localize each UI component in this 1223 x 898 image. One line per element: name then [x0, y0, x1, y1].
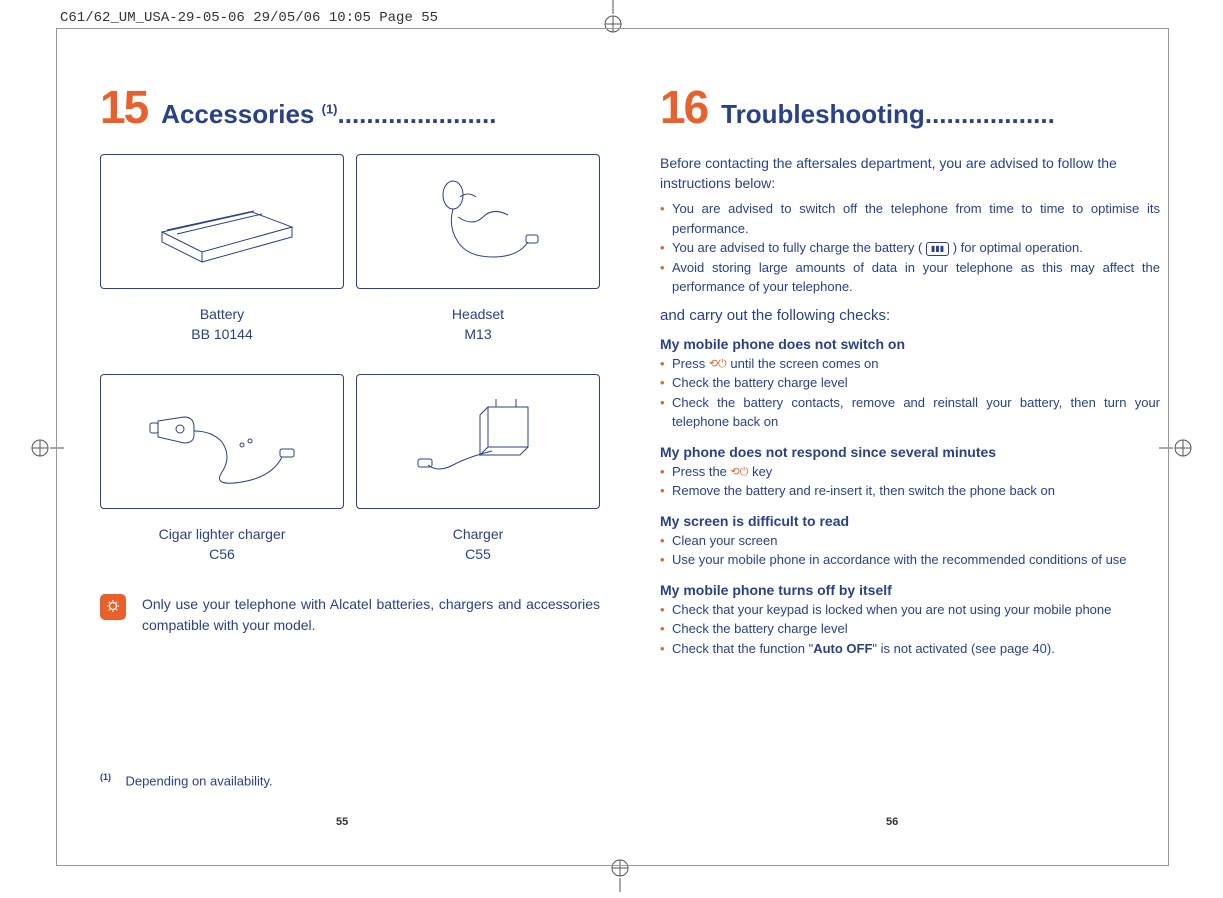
intro-bullet-3: Avoid storing large amounts of data in y…: [660, 258, 1160, 297]
chapter-title: Troubleshooting..................: [721, 99, 1055, 130]
charger-illustration: [356, 374, 600, 509]
ts-4-b2: Check the battery charge level: [660, 619, 1160, 639]
ts-4-b3: Check that the function "Auto OFF" is no…: [660, 639, 1160, 659]
ts-1-b1b: until the screen comes on: [727, 356, 879, 371]
intro-bullet-1: You are advised to switch off the teleph…: [660, 199, 1160, 238]
ts-2-b1b: key: [748, 464, 772, 479]
accessories-labels-row2: Cigar lighter charger C56 Charger C55: [100, 525, 600, 564]
chapter-title-dots: ..................: [925, 99, 1055, 129]
accessories-grid-row1: [100, 154, 600, 289]
cigar-charger-illustration: [100, 374, 344, 509]
print-header: C61/62_UM_USA-29-05-06 29/05/06 10:05 Pa…: [60, 10, 438, 26]
chapter-title-text: Accessories: [161, 99, 321, 129]
accessories-labels-row1: Battery BB 10144 Headset M13: [100, 305, 600, 344]
battery-icon: ▮▮▮: [926, 242, 949, 256]
footnote-text: Depending on availability.: [125, 773, 272, 788]
charger-label: Charger C55: [356, 525, 600, 564]
chapter-number: 16: [660, 80, 707, 134]
troubleshooting-subintro: and carry out the following checks:: [660, 307, 1160, 324]
ts-3-b1: Clean your screen: [660, 531, 1160, 551]
ts-3-b2: Use your mobile phone in accordance with…: [660, 550, 1160, 570]
note-row: Only use your telephone with Alcatel bat…: [100, 594, 600, 636]
chapter-title-text: Troubleshooting: [721, 99, 925, 129]
accessories-grid-row2: [100, 374, 600, 509]
cigar-model: C56: [209, 546, 235, 562]
troubleshooting-intro: Before contacting the aftersales departm…: [660, 154, 1160, 193]
lightbulb-icon: [100, 594, 126, 620]
power-icon: ⟲⏻: [731, 464, 749, 481]
chapter-title-sup: (1): [322, 101, 338, 116]
battery-illustration: [100, 154, 344, 289]
ts-4-b3bold: Auto OFF: [813, 641, 872, 656]
battery-title: Battery: [200, 306, 244, 322]
headset-label: Headset M13: [356, 305, 600, 344]
battery-label: Battery BB 10144: [100, 305, 344, 344]
ts-heading-4: My mobile phone turns off by itself: [660, 582, 1160, 598]
ts-1-b3: Check the battery contacts, remove and r…: [660, 393, 1160, 432]
ts-heading-2: My phone does not respond since several …: [660, 444, 1160, 460]
power-icon: ⟲⏻: [709, 356, 727, 373]
intro-bullet-2: You are advised to fully charge the batt…: [660, 238, 1160, 258]
page-right: 16 Troubleshooting.................. Bef…: [660, 80, 1160, 666]
headset-illustration: [356, 154, 600, 289]
cigar-charger-label: Cigar lighter charger C56: [100, 525, 344, 564]
charger-model: C55: [465, 546, 491, 562]
charger-title: Charger: [453, 526, 504, 542]
ts-1-b1: Press ⟲⏻ until the screen comes on: [660, 354, 1160, 374]
chapter-title: Accessories (1)......................: [161, 99, 496, 130]
footnote: (1) Depending on availability.: [100, 772, 273, 788]
intro-bullet-2a: You are advised to fully charge the batt…: [672, 240, 926, 255]
intro-bullets: You are advised to switch off the teleph…: [660, 199, 1160, 297]
page-left: 15 Accessories (1)......................: [100, 80, 600, 636]
ts-4-b1: Check that your keypad is locked when yo…: [660, 600, 1160, 620]
footnote-sup: (1): [100, 772, 111, 782]
ts-list-3: Clean your screen Use your mobile phone …: [660, 531, 1160, 570]
ts-2-b1: Press the ⟲⏻ key: [660, 462, 1160, 482]
note-text: Only use your telephone with Alcatel bat…: [142, 594, 600, 636]
ts-heading-3: My screen is difficult to read: [660, 513, 1160, 529]
ts-1-b1a: Press: [672, 356, 709, 371]
section-title-troubleshooting: 16 Troubleshooting..................: [660, 80, 1160, 134]
section-title-accessories: 15 Accessories (1)......................: [100, 80, 600, 134]
intro-bullet-2b: ) for optimal operation.: [949, 240, 1083, 255]
page-number-right: 56: [886, 816, 898, 828]
headset-title: Headset: [452, 306, 504, 322]
ts-4-b3a: Check that the function ": [672, 641, 813, 656]
ts-2-b1a: Press the: [672, 464, 731, 479]
ts-list-2: Press the ⟲⏻ key Remove the battery and …: [660, 462, 1160, 501]
ts-list-4: Check that your keypad is locked when yo…: [660, 600, 1160, 659]
chapter-number: 15: [100, 80, 147, 134]
chapter-title-dots: ......................: [338, 99, 497, 129]
page-number-left: 55: [336, 816, 348, 828]
cigar-title: Cigar lighter charger: [159, 526, 286, 542]
headset-model: M13: [464, 326, 491, 342]
ts-1-b2: Check the battery charge level: [660, 373, 1160, 393]
ts-4-b3b: " is not activated (see page 40).: [872, 641, 1054, 656]
ts-list-1: Press ⟲⏻ until the screen comes on Check…: [660, 354, 1160, 432]
ts-heading-1: My mobile phone does not switch on: [660, 336, 1160, 352]
battery-model: BB 10144: [191, 326, 253, 342]
ts-2-b2: Remove the battery and re-insert it, the…: [660, 481, 1160, 501]
